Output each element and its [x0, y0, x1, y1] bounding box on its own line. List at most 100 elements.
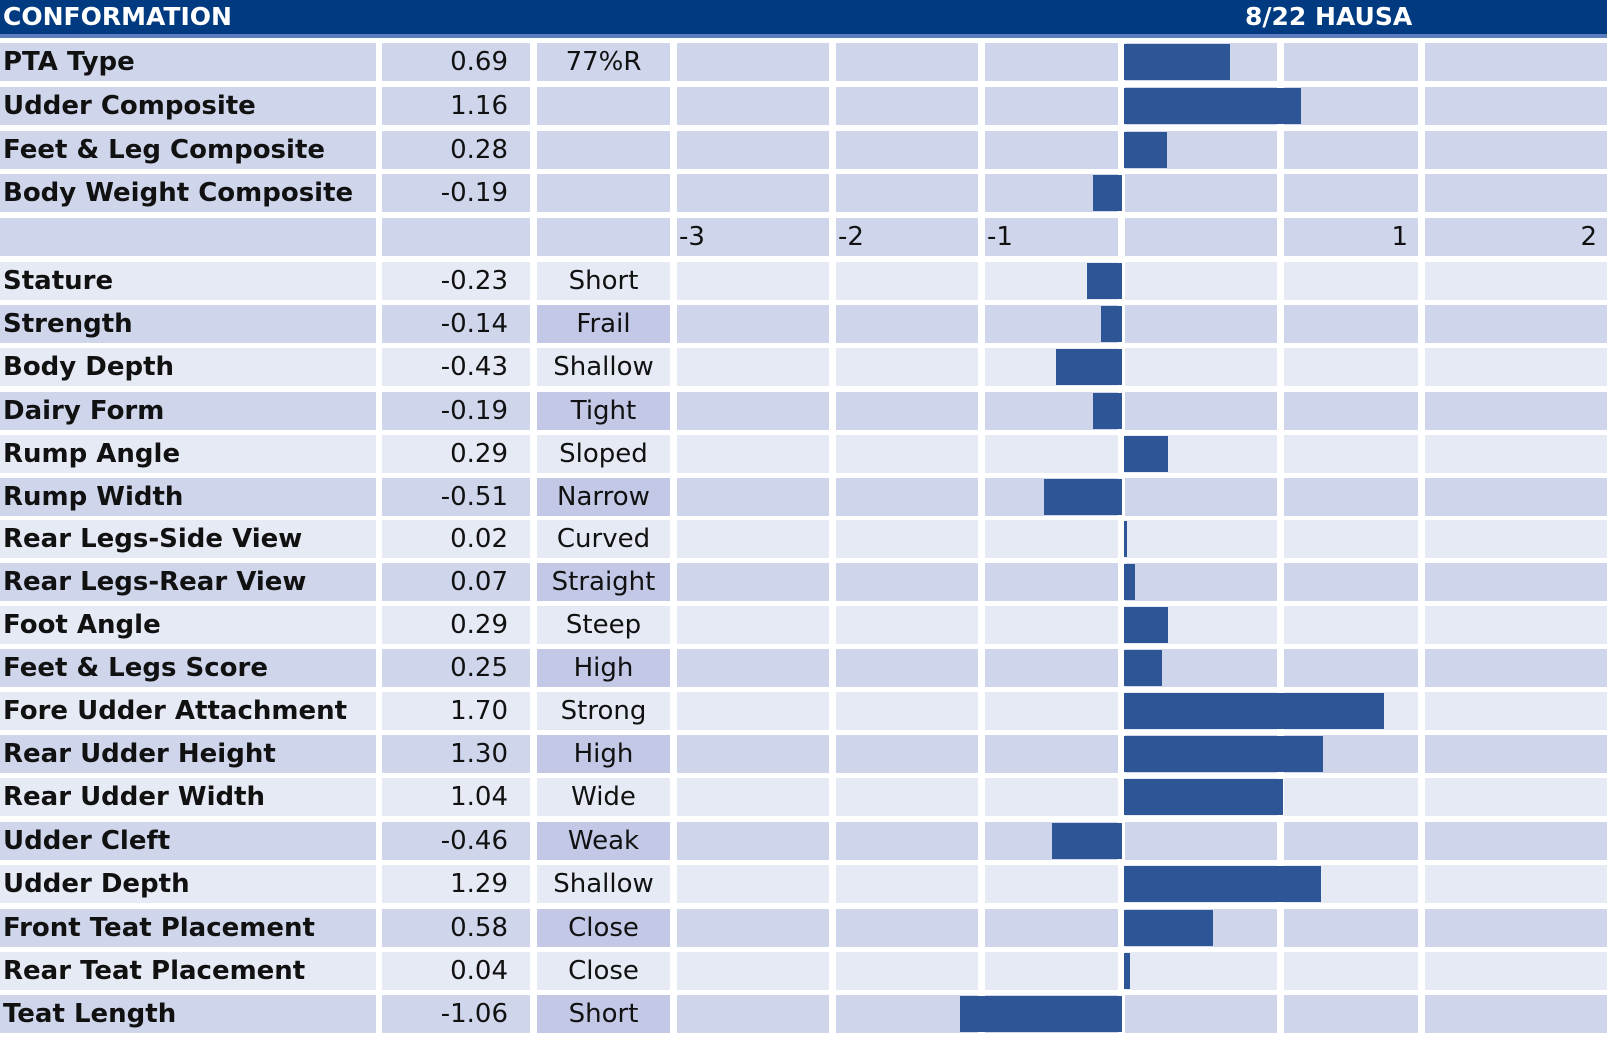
- chart-grid-segment: [1284, 174, 1418, 212]
- trait-label: Stature: [0, 262, 376, 300]
- bar-rump-width: [1043, 479, 1122, 515]
- trait-value: -0.51: [382, 478, 530, 516]
- chart-grid-segment: [677, 392, 829, 430]
- trait-label: Teat Length: [0, 995, 376, 1033]
- chart-grid-segment: [985, 649, 1118, 687]
- chart-grid-segment: [1125, 822, 1277, 860]
- bar-fore-udder-attachment: [1124, 693, 1385, 729]
- chart-grid-segment: [677, 520, 829, 558]
- chart-grid-segment: [985, 865, 1118, 903]
- trait-value: -0.19: [382, 392, 530, 430]
- trait-value: 1.04: [382, 778, 530, 816]
- chart-grid-segment: [985, 435, 1118, 473]
- chart-grid-segment: [985, 520, 1118, 558]
- chart-grid-segment: [1284, 606, 1418, 644]
- chart-grid-segment: [836, 778, 978, 816]
- chart-grid-segment: [1284, 822, 1418, 860]
- trait-label: Rear Udder Height: [0, 735, 376, 773]
- trait-descriptor: Straight: [537, 563, 670, 601]
- chart-grid-segment: [1425, 348, 1607, 386]
- chart-grid-segment: [1425, 822, 1607, 860]
- chart-grid-segment: [1125, 262, 1277, 300]
- chart-grid-segment: [677, 174, 829, 212]
- chart-grid-segment: [985, 778, 1118, 816]
- chart-grid-segment: [1125, 952, 1277, 990]
- chart-grid-segment: [836, 348, 978, 386]
- chart-grid-segment: [836, 563, 978, 601]
- chart-grid-segment: [1284, 262, 1418, 300]
- chart-grid-segment: [1425, 392, 1607, 430]
- bar-rear-teat-placement: [1124, 953, 1131, 989]
- bar-foot-angle: [1124, 607, 1169, 643]
- chart-grid-segment: [1425, 735, 1607, 773]
- chart-grid-segment: [836, 43, 978, 81]
- chart-grid-segment: [836, 435, 978, 473]
- bar-body-weight-composite: [1092, 175, 1122, 211]
- trait-descriptor: Short: [537, 995, 670, 1033]
- chart-grid-segment: [985, 563, 1118, 601]
- chart-grid-segment: [1284, 649, 1418, 687]
- chart-grid-segment: [1284, 995, 1418, 1033]
- chart-grid-segment: [1425, 43, 1607, 81]
- chart-grid-segment: [677, 563, 829, 601]
- chart-grid-segment: [1425, 520, 1607, 558]
- trait-value: 1.16: [382, 87, 530, 125]
- bar-feet-legs-score: [1124, 650, 1163, 686]
- chart-grid-segment: [1284, 520, 1418, 558]
- chart-grid-segment: [985, 735, 1118, 773]
- chart-grid-segment: [836, 649, 978, 687]
- bar-teat-length: [959, 996, 1122, 1032]
- trait-label: Feet & Leg Composite: [0, 131, 376, 169]
- chart-grid-segment: [1425, 262, 1607, 300]
- trait-value: 0.04: [382, 952, 530, 990]
- trait-descriptor: High: [537, 735, 670, 773]
- chart-grid-segment: [836, 305, 978, 343]
- chart-grid-segment: [836, 909, 978, 947]
- chart-grid-segment: [985, 305, 1118, 343]
- chart-grid-segment: [836, 262, 978, 300]
- trait-descriptor: Wide: [537, 778, 670, 816]
- trait-descriptor: Curved: [537, 520, 670, 558]
- x-tick-label: 1: [1284, 218, 1418, 256]
- chart-grid-segment: [677, 649, 829, 687]
- bar-body-depth: [1056, 349, 1122, 385]
- bar-strength: [1100, 306, 1122, 342]
- trait-value: 1.29: [382, 865, 530, 903]
- trait-label: Body Weight Composite: [0, 174, 376, 212]
- chart-grid-segment: [1284, 305, 1418, 343]
- trait-label: Front Teat Placement: [0, 909, 376, 947]
- chart-grid-segment: [836, 478, 978, 516]
- trait-label: Rump Angle: [0, 435, 376, 473]
- chart-grid-segment: [1284, 87, 1418, 125]
- trait-descriptor: Weak: [537, 822, 670, 860]
- axis-row-trait: [0, 218, 376, 256]
- trait-descriptor: Narrow: [537, 478, 670, 516]
- chart-grid-segment: [1284, 348, 1418, 386]
- trait-descriptor: [537, 87, 670, 125]
- chart-grid-segment: [1284, 392, 1418, 430]
- trait-label: Rear Teat Placement: [0, 952, 376, 990]
- trait-value: 0.07: [382, 563, 530, 601]
- trait-label: Udder Composite: [0, 87, 376, 125]
- trait-value: -0.19: [382, 174, 530, 212]
- chart-grid-segment: [985, 909, 1118, 947]
- trait-value: 1.30: [382, 735, 530, 773]
- chart-grid-segment: [1425, 778, 1607, 816]
- chart-grid-segment: [1425, 995, 1607, 1033]
- chart-grid-segment: [836, 87, 978, 125]
- chart-grid-segment: [836, 392, 978, 430]
- chart-grid-segment: [677, 995, 829, 1033]
- chart-grid-segment: [985, 692, 1118, 730]
- chart-grid-segment: [677, 909, 829, 947]
- chart-grid-segment: [1425, 305, 1607, 343]
- trait-label: Fore Udder Attachment: [0, 692, 376, 730]
- bar-pta-type: [1124, 44, 1230, 80]
- bar-rear-udder-height: [1124, 736, 1323, 772]
- chart-grid-segment: [1284, 952, 1418, 990]
- chart-grid-segment: [1284, 563, 1418, 601]
- trait-value: 0.29: [382, 606, 530, 644]
- chart-grid-segment: [836, 606, 978, 644]
- chart-grid-segment: [985, 952, 1118, 990]
- chart-grid-segment: [677, 478, 829, 516]
- trait-descriptor: 77%R: [537, 43, 670, 81]
